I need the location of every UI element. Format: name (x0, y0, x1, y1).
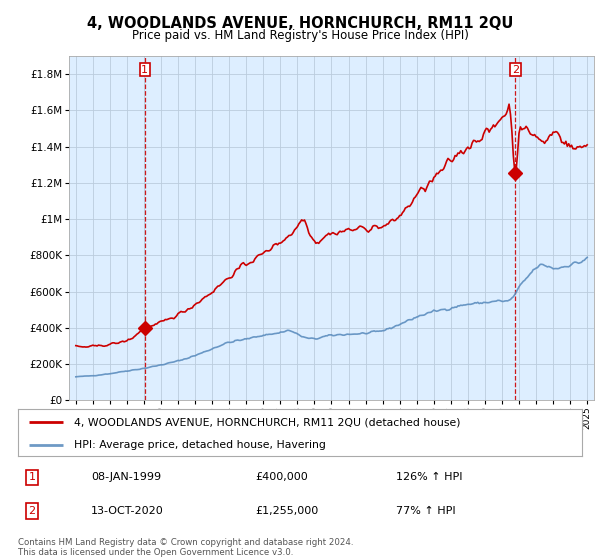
Text: 2: 2 (512, 64, 519, 74)
Text: 13-OCT-2020: 13-OCT-2020 (91, 506, 164, 516)
Text: HPI: Average price, detached house, Havering: HPI: Average price, detached house, Have… (74, 440, 326, 450)
Text: 2: 2 (29, 506, 35, 516)
Text: 77% ↑ HPI: 77% ↑ HPI (396, 506, 455, 516)
Text: Price paid vs. HM Land Registry's House Price Index (HPI): Price paid vs. HM Land Registry's House … (131, 29, 469, 41)
Text: £400,000: £400,000 (255, 473, 308, 482)
Text: Contains HM Land Registry data © Crown copyright and database right 2024.
This d: Contains HM Land Registry data © Crown c… (18, 538, 353, 557)
Text: 4, WOODLANDS AVENUE, HORNCHURCH, RM11 2QU (detached house): 4, WOODLANDS AVENUE, HORNCHURCH, RM11 2Q… (74, 417, 461, 427)
Text: 08-JAN-1999: 08-JAN-1999 (91, 473, 161, 482)
Text: £1,255,000: £1,255,000 (255, 506, 318, 516)
Text: 4, WOODLANDS AVENUE, HORNCHURCH, RM11 2QU: 4, WOODLANDS AVENUE, HORNCHURCH, RM11 2Q… (87, 16, 513, 31)
Text: 126% ↑ HPI: 126% ↑ HPI (396, 473, 463, 482)
Text: 1: 1 (29, 473, 35, 482)
Text: 1: 1 (141, 64, 148, 74)
